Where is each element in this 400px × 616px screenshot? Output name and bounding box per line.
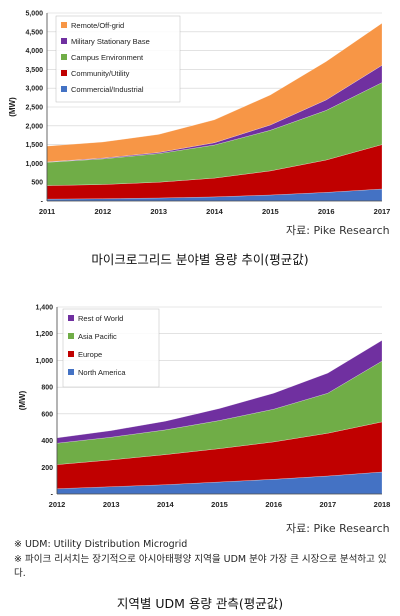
chart2-x-tick-label: 2014	[157, 500, 175, 508]
chart1-legend-label-community-utility: Community/Utility	[71, 69, 130, 78]
caption-1: 마이크로그리드 분야별 용량 추이(평균값)	[91, 252, 309, 267]
chart1-legend-swatch-military-stationary-base	[61, 38, 67, 44]
chart1-legend-label-commercial-industrial: Commercial/Industrial	[71, 85, 144, 94]
chart1-legend-swatch-campus-environment	[61, 54, 67, 60]
chart1-legend: Remote/Off-grid Military Stationary Base C…	[55, 15, 181, 103]
chart2-y-tick-label: 800	[41, 385, 53, 392]
chart2-x-tick-label: 2012	[49, 500, 66, 508]
chart1-y-tick-label: 2,500	[25, 105, 43, 112]
chart2-y-tick-label: -	[51, 492, 54, 499]
chart2-y-tick-label: 400	[41, 438, 53, 445]
chart2-x-tick-label: 2018	[374, 500, 391, 508]
note-pike-research: ※ 파이크 리서치는 장기적으로 아시아태평양 지역을 UDM 분야 가장 큰 …	[14, 554, 387, 579]
chart1-x-tick-label: 2013	[150, 207, 167, 215]
chart2-legend-label-north-america: North America	[78, 368, 126, 377]
microgrid-capacity-chart: - 500 1,000 1,500 2,000 2,500 3,000 3,500 4,000 4…	[8, 11, 391, 216]
note-udm: ※ UDM: Utility Distribution Microgrid	[14, 539, 188, 550]
chart1-legend-box	[55, 15, 181, 103]
chart1-legend-swatch-community-utility	[61, 70, 67, 76]
chart2-y-tick-label: 1,000	[35, 358, 53, 365]
chart2-y-tick-label: 1,400	[35, 305, 53, 312]
chart1-x-tick-label: 2014	[206, 207, 224, 215]
chart1-legend-label-campus-environment: Campus Environment	[71, 53, 144, 62]
chart2-area-rest-of-world	[56, 340, 383, 444]
chart2-x-tick-label: 2013	[103, 500, 120, 508]
chart2-y-tick-label: 600	[41, 411, 53, 418]
chart2-legend-swatch-rest-of-world	[68, 315, 74, 321]
chart2-legend-label-asia-pacific: Asia Pacific	[78, 332, 117, 341]
chart1-area-remote-off-grid	[46, 22, 383, 163]
chart2-y-tick-label: 1,200	[35, 331, 53, 338]
chart1-legend-swatch-commercial-industrial	[61, 86, 67, 92]
chart1-legend-label-military-stationary-base: Military Stationary Base	[71, 37, 150, 46]
chart1-y-tick-label: -	[41, 199, 44, 206]
chart2-legend-swatch-europe	[68, 351, 74, 357]
chart2-legend-swatch-asia-pacific	[68, 333, 74, 339]
chart2-x-tick-label: 2016	[265, 500, 282, 508]
chart2-legend-label-europe: Europe	[78, 350, 102, 359]
chart1-y-tick-label: 5,000	[25, 11, 43, 18]
chart1-y-tick-label: 3,000	[25, 86, 43, 93]
chart2-legend-box	[62, 308, 160, 388]
chart2-y-axis-label: (MW)	[18, 390, 27, 410]
chart1-legend-swatch-remote-off-grid	[61, 22, 67, 28]
chart1-y-tick-label: 4,000	[25, 48, 43, 55]
chart1-y-tick-label: 4,500	[25, 29, 43, 36]
source-label-2: 자료: Pike Research	[286, 522, 390, 535]
chart1-x-tick-label: 2015	[262, 207, 279, 215]
chart1-y-axis-label: (MW)	[8, 97, 17, 117]
chart2-x-tick-label: 2017	[319, 500, 336, 508]
chart1-y-tick-label: 1,500	[25, 142, 43, 149]
chart1-y-tick-label: 500	[31, 180, 43, 187]
chart1-y-tick-label: 1,000	[25, 161, 43, 168]
chart1-x-tick-label: 2011	[39, 207, 55, 215]
chart1-x-tick-label: 2017	[374, 207, 391, 215]
chart1-x-tick-label: 2016	[318, 207, 335, 215]
chart2-legend: Rest of World Asia Pacific Europe North Ame…	[62, 308, 160, 388]
chart2-legend-label-rest-of-world: Rest of World	[78, 314, 123, 323]
chart2-y-tick-label: 200	[41, 465, 53, 472]
chart2-x-tick-label: 2015	[211, 500, 228, 508]
udm-capacity-chart: - 200 400 600 800 1,000 1,200 1,400 2012 2013 2014…	[18, 305, 391, 509]
chart1-legend-label-remote-off-grid: Remote/Off-grid	[71, 21, 124, 30]
chart1-y-tick-label: 2,000	[25, 123, 43, 130]
chart1-y-tick-label: 3,500	[25, 67, 43, 74]
source-label-1: 자료: Pike Research	[286, 224, 390, 237]
caption-2: 지역별 UDM 용량 관측(평균값)	[116, 596, 284, 611]
chart2-legend-swatch-north-america	[68, 369, 74, 375]
chart1-x-tick-label: 2012	[94, 207, 111, 215]
